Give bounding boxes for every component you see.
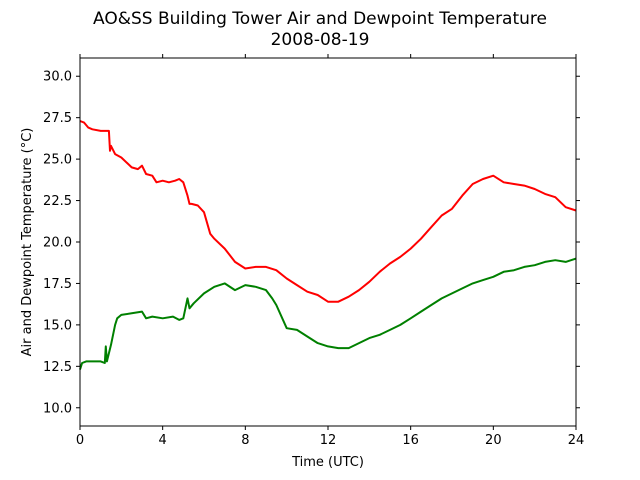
y-axis: 10.0 12.5 15.0 17.5 20.0 22.5 25.0 27.5 30.0 xyxy=(43,70,580,416)
y-tick-label: 17.5 xyxy=(43,277,72,292)
series-line-0 xyxy=(79,120,577,303)
y-tick-label: 20.0 xyxy=(43,236,72,251)
y-tick-label: 25.0 xyxy=(43,153,72,168)
y-tick-label: 10.0 xyxy=(43,401,72,416)
x-tick-label: 4 xyxy=(159,433,167,448)
chart-title-line1: AO&SS Building Tower Air and Dewpoint Te… xyxy=(93,9,547,29)
y-tick-label: 27.5 xyxy=(43,111,72,126)
x-tick-label: 24 xyxy=(568,433,585,448)
x-axis: 0 4 8 12 16 20 24 xyxy=(76,54,584,448)
y-tick-label: 22.5 xyxy=(43,194,72,209)
x-tick-label: 20 xyxy=(485,433,502,448)
chart-title-line2: 2008-08-19 xyxy=(271,30,370,50)
x-tick-label: 16 xyxy=(402,433,419,448)
x-tick-label: 0 xyxy=(76,433,84,448)
y-axis-label: Air and Dewpoint Temperature (°C) xyxy=(20,128,35,357)
x-axis-label: Time (UTC) xyxy=(291,455,364,470)
x-tick-label: 8 xyxy=(241,433,249,448)
y-tick-label: 30.0 xyxy=(43,70,72,85)
y-tick-label: 15.0 xyxy=(43,318,72,333)
series-group xyxy=(79,120,577,370)
y-tick-label: 12.5 xyxy=(43,360,72,375)
series-line-1 xyxy=(79,257,577,370)
x-tick-label: 12 xyxy=(320,433,337,448)
